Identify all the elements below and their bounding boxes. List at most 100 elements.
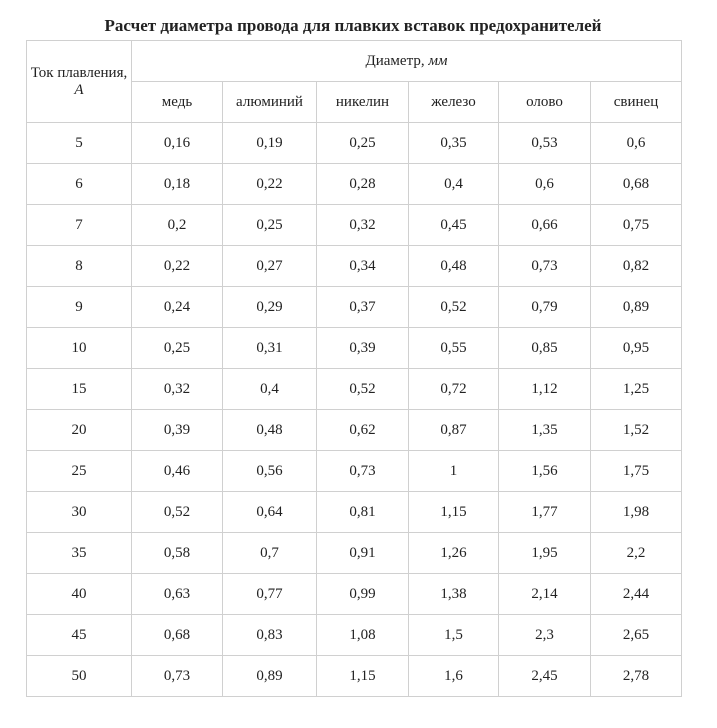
- diameter-cell: 2,65: [590, 614, 682, 656]
- data-row: 25 0,46 0,56 0,73 1 1,56 1,75: [26, 450, 682, 492]
- diameter-cell: 0,99: [316, 573, 409, 615]
- diameter-cell: 0,18: [131, 163, 223, 205]
- diameter-cell: 0,22: [222, 163, 317, 205]
- diameter-cell: 0,4: [222, 368, 317, 410]
- diameter-cell: 0,73: [498, 245, 591, 287]
- material-header: никелин: [316, 81, 409, 123]
- current-cell: 35: [26, 532, 132, 574]
- fuse-table: Ток плавления, A Диаметр, мм медь алюминий…: [26, 40, 682, 697]
- diameter-cell: 0,73: [316, 450, 409, 492]
- current-cell: 6: [26, 163, 132, 205]
- data-row: 40 0,63 0,77 0,99 1,38 2,14 2,44: [26, 573, 682, 615]
- diameter-cell: 0,68: [131, 614, 223, 656]
- header-row: Ток плавления, A Диаметр, мм: [26, 40, 682, 123]
- diameter-cell: 0,28: [316, 163, 409, 205]
- current-cell: 20: [26, 409, 132, 451]
- diameter-cell: 0,82: [590, 245, 682, 287]
- diameter-cell: 1,5: [408, 614, 499, 656]
- diameter-cell: 0,62: [316, 409, 409, 451]
- diameter-cell: 1,15: [408, 491, 499, 533]
- diameter-cell: 0,29: [222, 286, 317, 328]
- current-cell: 15: [26, 368, 132, 410]
- current-cell: 8: [26, 245, 132, 287]
- diameter-cell: 1,98: [590, 491, 682, 533]
- diameter-cell: 0,45: [408, 204, 499, 246]
- diameter-cell: 0,58: [131, 532, 223, 574]
- diameter-cell: 0,27: [222, 245, 317, 287]
- material-header: олово: [498, 81, 591, 123]
- diameter-cell: 0,24: [131, 286, 223, 328]
- current-cell: 7: [26, 204, 132, 246]
- data-row: 5 0,16 0,19 0,25 0,35 0,53 0,6: [26, 122, 682, 164]
- diameter-cell: 1,08: [316, 614, 409, 656]
- diameter-cell: 0,46: [131, 450, 223, 492]
- diameter-cell: 1,77: [498, 491, 591, 533]
- diameter-cell: 0,6: [590, 122, 682, 164]
- diameter-cell: 0,32: [131, 368, 223, 410]
- diameter-cell: 0,95: [590, 327, 682, 369]
- current-cell: 25: [26, 450, 132, 492]
- current-cell: 5: [26, 122, 132, 164]
- diameter-cell: 0,53: [498, 122, 591, 164]
- diameter-cell: 0,52: [131, 491, 223, 533]
- diameter-cell: 1,52: [590, 409, 682, 451]
- current-label: Ток плавления,: [30, 64, 128, 81]
- diameter-cell: 1,56: [498, 450, 591, 492]
- diameter-cell: 0,32: [316, 204, 409, 246]
- diameter-cell: 0,48: [222, 409, 317, 451]
- data-row: 20 0,39 0,48 0,62 0,87 1,35 1,52: [26, 409, 682, 451]
- diameter-cell: 2,78: [590, 655, 682, 697]
- diameter-cell: 0,4: [408, 163, 499, 205]
- diameter-cell: 0,72: [408, 368, 499, 410]
- diameter-cell: 0,56: [222, 450, 317, 492]
- data-row: 30 0,52 0,64 0,81 1,15 1,77 1,98: [26, 491, 682, 533]
- diameter-unit: мм: [428, 52, 448, 69]
- diameter-cell: 0,87: [408, 409, 499, 451]
- diameter-cell: 0,77: [222, 573, 317, 615]
- diameter-cell: 1,75: [590, 450, 682, 492]
- current-unit: A: [74, 81, 84, 98]
- diameter-cell: 0,64: [222, 491, 317, 533]
- diameter-cell: 1,38: [408, 573, 499, 615]
- diameter-cell: 1,25: [590, 368, 682, 410]
- diameter-cell: 0,79: [498, 286, 591, 328]
- diameter-cell: 0,39: [316, 327, 409, 369]
- diameter-cell: 0,16: [131, 122, 223, 164]
- diameter-cell: 0,6: [498, 163, 591, 205]
- diameter-cell: 0,35: [408, 122, 499, 164]
- diameter-cell: 0,7: [222, 532, 317, 574]
- current-cell: 10: [26, 327, 132, 369]
- material-header: свинец: [590, 81, 682, 123]
- diameter-cell: 0,39: [131, 409, 223, 451]
- diameter-cell: 0,2: [131, 204, 223, 246]
- diameter-cell: 0,89: [222, 655, 317, 697]
- diameter-cell: 0,25: [222, 204, 317, 246]
- data-row: 45 0,68 0,83 1,08 1,5 2,3 2,65: [26, 614, 682, 656]
- data-row: 50 0,73 0,89 1,15 1,6 2,45 2,78: [26, 655, 682, 697]
- diameter-cell: 0,48: [408, 245, 499, 287]
- current-header: Ток плавления, A: [26, 40, 132, 123]
- diameter-cell: 0,85: [498, 327, 591, 369]
- diameter-cell: 0,25: [131, 327, 223, 369]
- diameter-cell: 2,3: [498, 614, 591, 656]
- data-row: 9 0,24 0,29 0,37 0,52 0,79 0,89: [26, 286, 682, 328]
- diameter-cell: 2,44: [590, 573, 682, 615]
- current-cell: 50: [26, 655, 132, 697]
- diameter-cell: 0,83: [222, 614, 317, 656]
- diameter-cell: 1,12: [498, 368, 591, 410]
- data-row: 35 0,58 0,7 0,91 1,26 1,95 2,2: [26, 532, 682, 574]
- data-row: 8 0,22 0,27 0,34 0,48 0,73 0,82: [26, 245, 682, 287]
- material-row: медь алюминий никелин железо олово свинец: [27, 81, 682, 123]
- diameter-cell: 2,14: [498, 573, 591, 615]
- diameter-cell: 0,19: [222, 122, 317, 164]
- diameter-cell: 1,35: [498, 409, 591, 451]
- data-row: 7 0,2 0,25 0,32 0,45 0,66 0,75: [26, 204, 682, 246]
- current-cell: 9: [26, 286, 132, 328]
- diameter-header: Диаметр, мм: [131, 40, 682, 82]
- diameter-cell: 0,89: [590, 286, 682, 328]
- title: Расчет диаметра провода для плавких вста…: [104, 16, 602, 35]
- diameter-cell: 0,81: [316, 491, 409, 533]
- diameter-cell: 0,37: [316, 286, 409, 328]
- diameter-cell: 0,66: [498, 204, 591, 246]
